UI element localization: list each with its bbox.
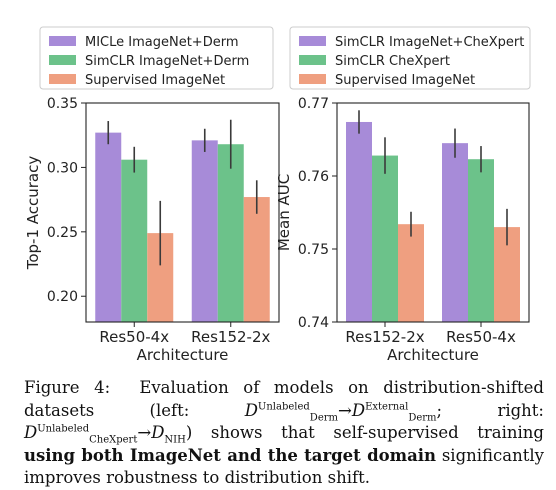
legend-label: MICLe ImageNet+Derm bbox=[85, 35, 239, 50]
y-axis-label: Top-1 Accuracy bbox=[24, 156, 42, 271]
caption-text-2: ) shows that self-supervised training bbox=[185, 423, 544, 442]
legend-swatch bbox=[49, 55, 76, 65]
figure-caption: Figure 4: Evaluation of models on distri… bbox=[24, 378, 544, 487]
caption-bold: using both ImageNet and the target domai… bbox=[24, 445, 437, 465]
legend-swatch bbox=[299, 55, 326, 65]
bar bbox=[243, 197, 270, 322]
bar bbox=[121, 159, 148, 322]
plot-frame bbox=[85, 102, 280, 323]
bar bbox=[442, 143, 468, 322]
caption-text-1: Evaluation of models on distribution-shi… bbox=[24, 378, 544, 420]
legend-label: Supervised ImageNet bbox=[335, 73, 475, 88]
y-tick-label: 0.25 bbox=[47, 225, 78, 241]
x-tick-label: Res152-2x bbox=[345, 328, 424, 346]
bar bbox=[191, 140, 218, 322]
x-tick-label: Res50-4x bbox=[446, 328, 516, 346]
bar bbox=[398, 224, 424, 322]
plot-frame bbox=[336, 102, 530, 323]
x-axis-label: Architecture bbox=[137, 346, 229, 364]
y-tick-label: 0.35 bbox=[47, 96, 78, 112]
bar bbox=[95, 132, 122, 322]
y-tick-label: 0.20 bbox=[47, 289, 78, 305]
y-tick-label: 0.77 bbox=[298, 96, 329, 112]
y-tick-label: 0.76 bbox=[298, 169, 329, 185]
caption-label: Figure 4: bbox=[24, 378, 111, 397]
legend-box-2 bbox=[289, 26, 531, 90]
bar bbox=[346, 121, 372, 322]
legend-swatch bbox=[299, 36, 326, 46]
bar bbox=[217, 144, 244, 322]
y-tick-label: 0.30 bbox=[47, 160, 78, 176]
legend-label: SimCLR ImageNet+Derm bbox=[85, 54, 249, 69]
legend-swatch bbox=[299, 74, 326, 84]
y-tick-label: 0.74 bbox=[298, 315, 329, 331]
bar bbox=[468, 159, 494, 322]
legend-label: Supervised ImageNet bbox=[85, 73, 225, 88]
x-tick-label: Res152-2x bbox=[191, 328, 270, 346]
x-axis-label: Architecture bbox=[387, 346, 479, 364]
y-tick-label: 0.75 bbox=[298, 242, 329, 258]
figure: MICLe ImageNet+Derm SimCLR ImageNet+Derm S… bbox=[24, 26, 531, 364]
legend-label: SimCLR CheXpert bbox=[335, 54, 450, 69]
bar bbox=[372, 155, 398, 322]
legend-swatch bbox=[49, 74, 76, 84]
x-tick-label: Res50-4x bbox=[99, 328, 169, 346]
legend-box-1 bbox=[39, 26, 274, 90]
legend-label: SimCLR ImageNet+CheXpert bbox=[335, 35, 524, 50]
legend-swatch bbox=[49, 36, 76, 46]
y-axis-label: Mean AUC bbox=[275, 174, 293, 251]
